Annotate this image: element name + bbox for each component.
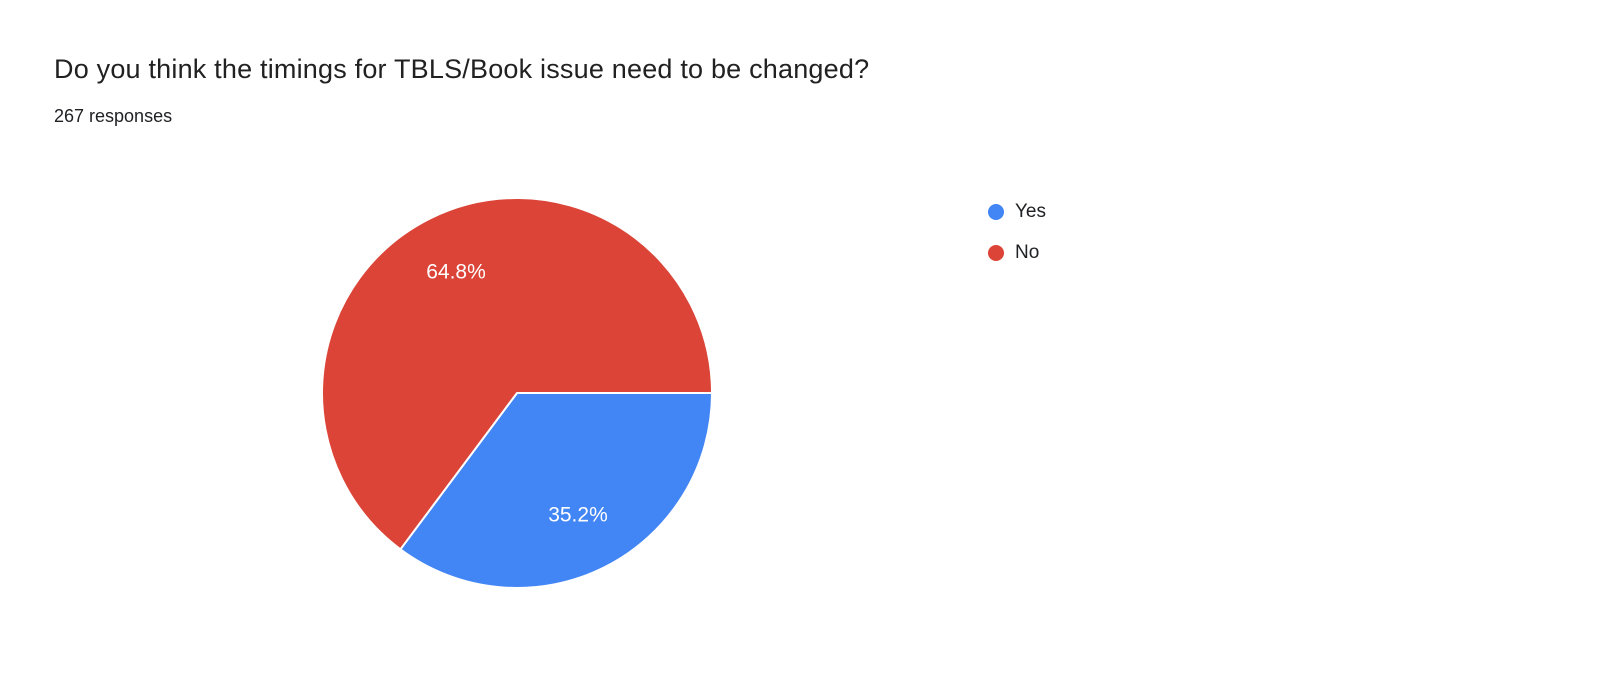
legend-item-yes: Yes bbox=[988, 198, 1046, 226]
slice-label-no: 64.8% bbox=[426, 260, 486, 283]
pie-slice-no[interactable] bbox=[321, 197, 713, 551]
legend-label-no: No bbox=[1015, 242, 1040, 263]
slice-label-yes: 35.2% bbox=[548, 504, 608, 527]
chart-legend: Yes No bbox=[988, 198, 1046, 280]
legend-item-no: No bbox=[988, 239, 1046, 267]
pie-chart: 35.2% 64.8% bbox=[321, 197, 713, 590]
question-title: Do you think the timings for TBLS/Book i… bbox=[54, 54, 870, 84]
legend-label-yes: Yes bbox=[1015, 201, 1046, 222]
legend-swatch-no bbox=[988, 245, 1004, 261]
response-count: 267 responses bbox=[54, 106, 173, 126]
legend-swatch-yes bbox=[988, 204, 1004, 220]
pie-slice-yes[interactable] bbox=[399, 392, 713, 590]
